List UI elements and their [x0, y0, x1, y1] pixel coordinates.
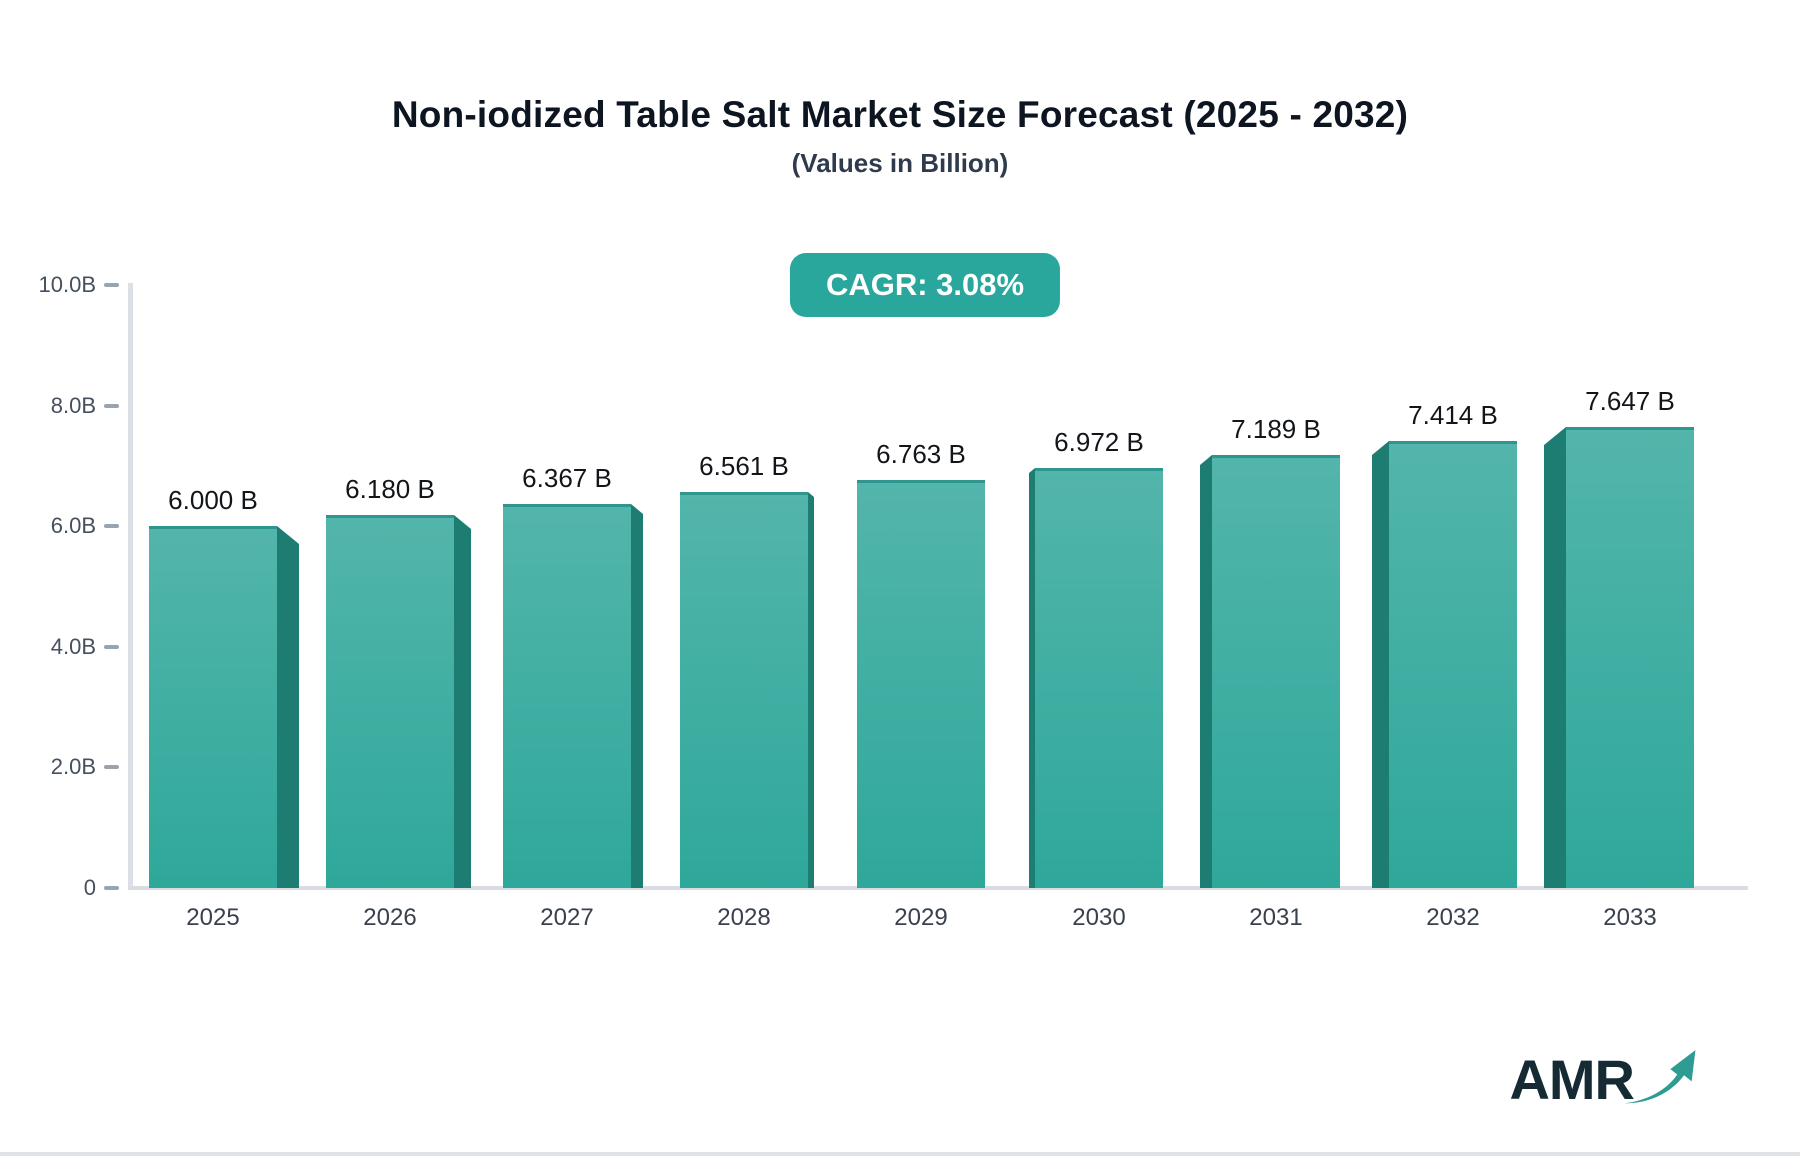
bar-value-label-2033: 7.647 B	[1585, 386, 1675, 416]
cagr-badge: CAGR: 3.08%	[789, 253, 1061, 317]
bar-2030	[1035, 468, 1163, 888]
bar-value-label-2025: 6.000 B	[168, 485, 258, 515]
x-axis-label-2028: 2028	[717, 904, 771, 931]
y-axis-tick-mark	[104, 524, 119, 529]
x-axis-label-2033: 2033	[1603, 904, 1657, 931]
x-axis-label-2027: 2027	[540, 904, 594, 931]
bottom-border-line	[0, 1152, 1800, 1156]
bar-2033	[1566, 427, 1694, 888]
bar-2028-3d-side	[808, 492, 814, 888]
bar-2031-3d-side	[1200, 455, 1212, 888]
bar-2028	[680, 492, 808, 888]
bar-2025	[149, 526, 277, 888]
bar-2027-3d-side	[631, 504, 643, 888]
growth-arrow-icon	[1624, 1050, 1696, 1104]
bar-2031	[1212, 455, 1340, 888]
y-axis-tick-label: 8.0B	[50, 392, 96, 418]
y-axis-line	[128, 283, 133, 890]
amr-logo-text: AMR	[1509, 1048, 1635, 1111]
bar-2030-3d-side	[1029, 468, 1035, 888]
bar-value-label-2032: 7.414 B	[1408, 400, 1498, 430]
chart-title: Non-iodized Table Salt Market Size Forec…	[391, 94, 1409, 135]
y-axis-tick-mark	[104, 886, 119, 890]
bar-value-label-2028: 6.561 B	[699, 451, 789, 481]
y-axis-tick-label: 6.0B	[50, 513, 96, 539]
amr-logo: AMR	[1509, 1048, 1700, 1111]
y-axis-tick-mark	[104, 283, 119, 287]
x-axis-baseline	[128, 886, 1748, 890]
x-axis-label-2029: 2029	[894, 904, 948, 931]
x-axis-label-2030: 2030	[1072, 904, 1126, 931]
bar-2029	[857, 480, 985, 888]
bar-2025-3d-side	[277, 526, 299, 888]
x-axis-label-2026: 2026	[363, 904, 417, 931]
x-axis-label-2031: 2031	[1249, 904, 1303, 931]
bar-2032-3d-side	[1372, 441, 1389, 888]
y-axis-tick-mark	[104, 644, 119, 649]
bar-2033-3d-side	[1544, 427, 1566, 888]
bar-value-label-2031: 7.189 B	[1231, 414, 1321, 444]
x-axis-label-2032: 2032	[1426, 904, 1480, 931]
bar-value-label-2027: 6.367 B	[522, 463, 612, 493]
y-axis-tick-label: 4.0B	[50, 633, 96, 659]
bar-value-label-2026: 6.180 B	[345, 474, 435, 504]
bar-2027	[503, 504, 631, 888]
chart-subtitle: (Values in Billion)	[791, 148, 1009, 178]
y-axis-tick-label: 10.0B	[38, 272, 97, 297]
bar-value-label-2030: 6.972 B	[1054, 427, 1144, 457]
bar-value-label-2029: 6.763 B	[876, 439, 966, 469]
x-axis-label-2025: 2025	[186, 904, 240, 931]
y-axis-tick-label: 2.0B	[50, 754, 96, 780]
bar-2026-3d-side	[454, 515, 471, 888]
y-axis-tick-mark	[104, 765, 119, 770]
y-axis-tick-label: 0	[83, 875, 96, 900]
bar-2032	[1389, 441, 1517, 888]
bar-2026	[326, 515, 454, 888]
y-axis-tick-mark	[104, 403, 119, 408]
